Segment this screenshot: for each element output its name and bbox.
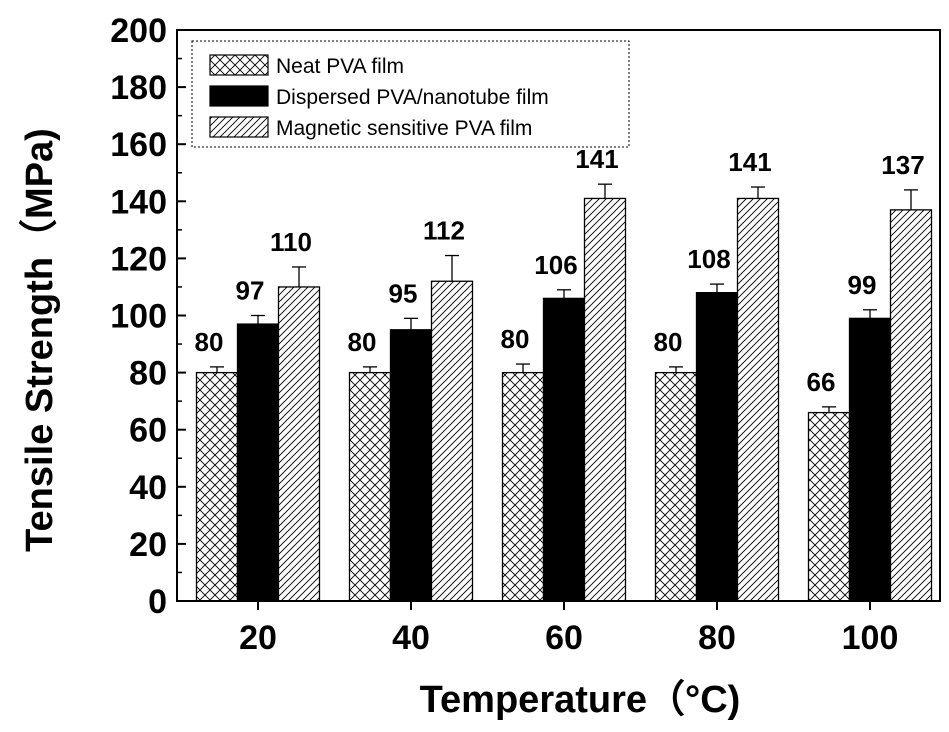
y-tick-label: 60 [129,412,167,450]
y-tick-label: 180 [110,69,167,107]
bar-3-60 [583,197,627,602]
y-tick-label: 200 [110,12,167,50]
data-label: 97 [236,276,265,306]
legend-label-dispersed: Dispersed PVA/nanotube film [276,86,549,109]
y-tick-label: 120 [110,240,167,278]
data-label: 141 [728,147,771,177]
bar-1-20 [195,371,239,602]
y-tick-label: 100 [110,298,167,336]
legend: Neat PVA film Dispersed PVA/nanotube fil… [191,40,630,148]
data-label: 80 [501,324,530,354]
data-label: 80 [654,327,683,357]
bar-1-80 [654,371,698,602]
data-label: 108 [687,244,730,274]
data-label: 95 [389,278,418,308]
y-tick-label: 160 [110,126,167,164]
bar-3-20 [277,286,321,602]
data-label: 80 [195,327,224,357]
bar-3-80 [736,197,780,602]
x-tick-label: 20 [239,619,277,657]
legend-label-neat: Neat PVA film [276,55,404,78]
data-labels-group: 80 80 80 80 66 97 95 106 108 99 110 112 141 141 137 [195,144,925,397]
data-label: 99 [848,270,877,300]
y-tick-label: 20 [129,526,167,564]
y-axis-title: Tensile Strength（MPa) [19,128,61,552]
bar-2-80 [695,292,739,602]
x-tick-label: 80 [698,619,736,657]
data-label: 110 [270,227,312,257]
x-axis-title: Temperature（°C) [420,679,741,721]
data-label: 137 [881,150,924,180]
x-tick-label: 60 [545,619,583,657]
bar-1-60 [501,371,545,602]
legend-swatch-neat [209,54,269,76]
legend-box [191,40,630,148]
bar-1-100 [807,411,851,602]
data-label: 80 [348,327,377,357]
x-tick-label: 100 [842,619,899,657]
x-axis-ticks: 20 40 60 80 100 [239,601,898,657]
bar-2-60 [542,297,586,602]
y-tick-label: 80 [129,355,167,393]
legend-swatch-magnetic [209,116,269,138]
bar-2-100 [848,317,892,602]
bar-2-20 [236,323,280,602]
bar-3-40 [430,280,474,602]
bar-1-40 [348,371,392,602]
y-tick-label: 140 [110,183,167,221]
bar-3-100 [889,209,933,602]
bar-2-40 [389,329,433,602]
x-tick-label: 40 [392,619,430,657]
legend-swatch-dispersed [209,85,269,107]
data-label: 112 [423,216,465,246]
y-tick-label: 0 [148,583,167,621]
y-tick-label: 40 [129,469,167,507]
data-label: 66 [807,367,836,397]
y-axis-ticks: 0 20 40 60 80 100 120 140 160 180 200 [110,12,186,621]
data-label: 106 [534,250,577,280]
error-bars-group [210,183,918,413]
legend-label-magnetic: Magnetic sensitive PVA film [276,117,532,140]
data-label: 141 [575,144,618,174]
bars-group [195,197,933,602]
